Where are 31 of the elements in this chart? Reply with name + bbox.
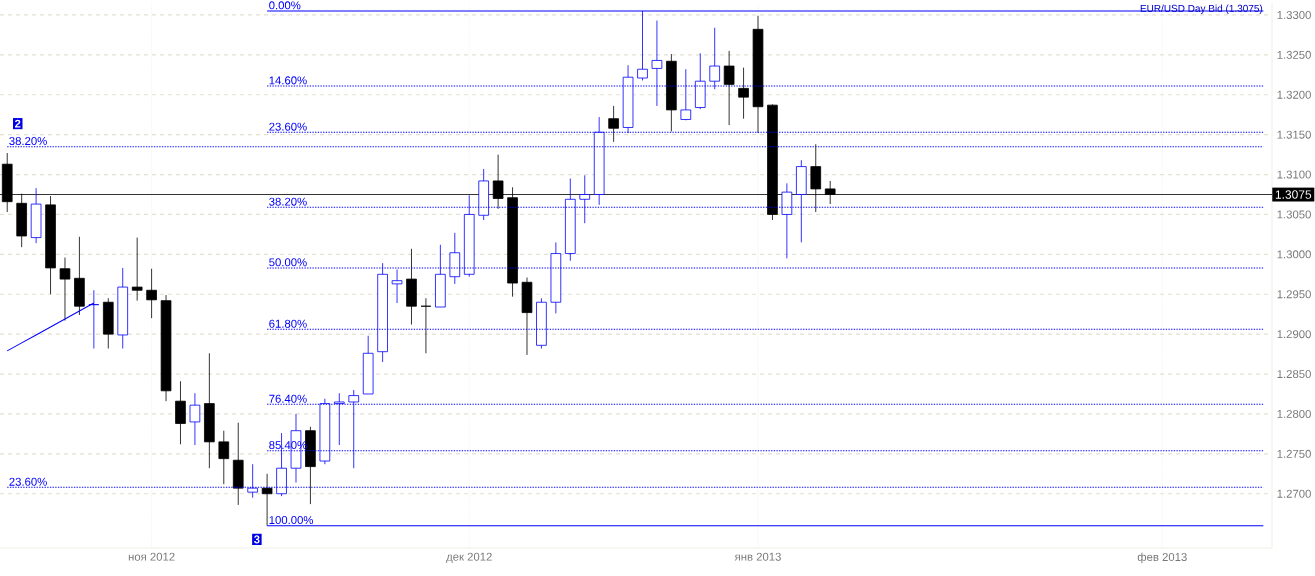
- y-tick-label: 1.2800: [1277, 409, 1311, 418]
- y-tick-label: 1.2750: [1277, 449, 1311, 458]
- y-tick-label: 1.3150: [1277, 130, 1311, 139]
- series-label: 38.20%: [269, 197, 307, 206]
- annotation: 2: [14, 119, 21, 128]
- y-tick-label: 1.2700: [1277, 489, 1311, 498]
- series-label: 38.20%: [9, 137, 47, 146]
- y-tick-label: 1.2900: [1277, 330, 1311, 339]
- x-tick-label: янв 2013: [734, 552, 781, 561]
- y-tick-label: 1.3250: [1277, 50, 1311, 59]
- y-tick-label: 1.2950: [1277, 290, 1311, 299]
- y-tick-label: 1.3300: [1277, 10, 1311, 19]
- ref-line-label: 1.3075: [1275, 190, 1312, 199]
- y-tick-label: 1.3100: [1277, 170, 1311, 179]
- series-label: 76.40%: [269, 394, 307, 403]
- x-tick-label: фев 2013: [1137, 552, 1187, 564]
- series-label: 100.00%: [269, 516, 314, 525]
- series-label: 61.80%: [269, 319, 307, 328]
- series-label: 14.60%: [269, 76, 307, 85]
- y-tick-label: 1.3200: [1277, 90, 1311, 99]
- y-tick-label: 1.2850: [1277, 370, 1311, 379]
- x-tick-label: ноя 2012: [128, 552, 175, 561]
- annotation: 3: [253, 535, 260, 544]
- series-label: 0.00%: [269, 1, 301, 10]
- series-label: 50.00%: [269, 258, 307, 267]
- chart-title: EUR/USD Day Bid (1.3075): [1140, 4, 1263, 14]
- y-tick-label: 1.3000: [1277, 250, 1311, 259]
- y-tick-label: 1.3050: [1277, 210, 1311, 219]
- series-label: 23.60%: [9, 477, 47, 486]
- series-label: 23.60%: [269, 122, 307, 131]
- x-tick-label: дек 2012: [446, 552, 492, 563]
